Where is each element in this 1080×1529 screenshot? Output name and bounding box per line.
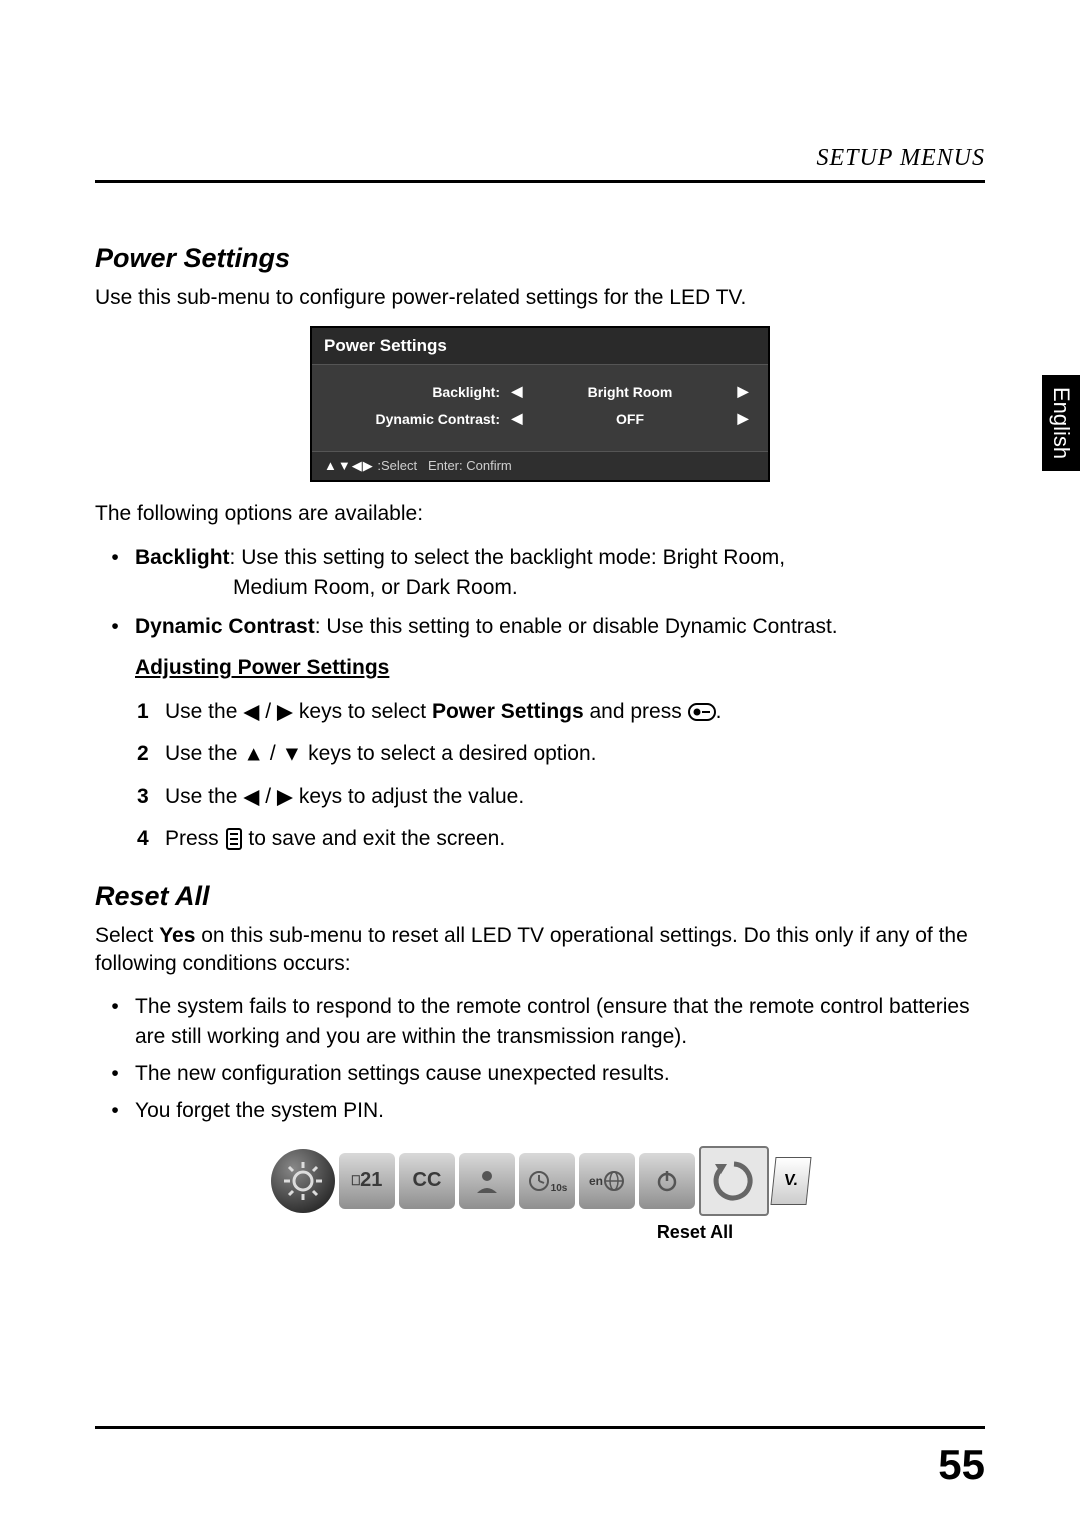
- adjust-heading: Adjusting Power Settings: [135, 656, 985, 680]
- age-label: 21: [360, 1169, 382, 1192]
- page-header: SETUP MENUS: [95, 145, 985, 172]
- cond-3: You forget the system PIN.: [135, 1096, 985, 1125]
- osd-row-contrast[interactable]: Dynamic Contrast: ◀ OFF ▶: [328, 410, 752, 427]
- step3-a: Use the: [165, 785, 243, 808]
- step-num-3: 3: [137, 779, 165, 815]
- opt-contrast-name: Dynamic Contrast: [135, 615, 315, 638]
- cond-1: The system fails to respond to the remot…: [135, 992, 985, 1051]
- left-arrow-icon: ◀: [243, 701, 259, 724]
- left-arrow-icon[interactable]: ◀: [508, 410, 526, 427]
- lang-label: en: [589, 1174, 603, 1188]
- page-number: 55: [938, 1441, 985, 1489]
- step2-a: Use the: [165, 742, 243, 765]
- right-arrow-icon: ▶: [277, 701, 293, 724]
- step-num-2: 2: [137, 736, 165, 772]
- step-num-4: 4: [137, 821, 165, 857]
- setup-iconbar: ⎕21 CC 10s en V. Reset All: [220, 1146, 860, 1243]
- opt-backlight-name: Backlight: [135, 546, 230, 569]
- down-arrow-icon: ▼: [282, 743, 303, 766]
- osd-footer-confirm: Enter: Confirm: [428, 458, 512, 473]
- power-osd-panel: Power Settings Backlight: ◀ Bright Room …: [310, 326, 770, 482]
- power-settings-heading: Power Settings: [95, 243, 985, 274]
- osd-footer: ▲▼◀▶ :Select Enter: Confirm: [312, 451, 768, 480]
- reset-intro-2: on this sub-menu to reset all LED TV ope…: [95, 924, 968, 975]
- osd-backlight-label: Backlight:: [328, 384, 508, 400]
- reset-caption: Reset All: [220, 1222, 860, 1243]
- options-list: • Backlight: Use this setting to select …: [95, 543, 985, 642]
- opt-contrast-desc: : Use this setting to enable or disable …: [315, 615, 838, 638]
- step4-b: to save and exit the screen.: [248, 827, 505, 850]
- right-arrow-icon[interactable]: ▶: [734, 410, 752, 427]
- reset-intro-1: Select: [95, 924, 159, 947]
- power-intro: Use this sub-menu to configure power-rel…: [95, 284, 985, 312]
- language-tab: English: [1042, 375, 1080, 471]
- power-icon[interactable]: [639, 1153, 695, 1209]
- bullet-icon: •: [95, 612, 135, 642]
- bullet-icon: •: [95, 1059, 135, 1088]
- step1-a: Use the: [165, 700, 243, 723]
- divider-bottom: [95, 1426, 985, 1429]
- language-icon[interactable]: en: [579, 1153, 635, 1209]
- step4-a: Press: [165, 827, 225, 850]
- osd-contrast-label: Dynamic Contrast:: [328, 411, 508, 427]
- steps-list: 1 Use the ◀ / ▶ keys to select Power Set…: [137, 694, 985, 857]
- step1-b: keys to select: [299, 700, 432, 723]
- cond-2: The new configuration settings cause une…: [135, 1059, 985, 1088]
- osd-backlight-value: Bright Room: [526, 384, 734, 400]
- reset-heading: Reset All: [95, 881, 985, 912]
- reset-intro: Select Yes on this sub-menu to reset all…: [95, 922, 985, 979]
- v-icon[interactable]: V.: [770, 1157, 811, 1205]
- cc-icon[interactable]: CC: [399, 1153, 455, 1209]
- osd-contrast-value: OFF: [526, 411, 734, 427]
- step-num-1: 1: [137, 694, 165, 730]
- step1-c: Power Settings: [432, 700, 584, 723]
- opt-backlight-desc: : Use this setting to select the backlig…: [230, 546, 786, 569]
- osd-title: Power Settings: [312, 328, 768, 365]
- left-arrow-icon: ◀: [243, 785, 259, 808]
- step3-b: keys to adjust the value.: [299, 785, 524, 808]
- step2-b: keys to select a desired option.: [308, 742, 596, 765]
- age-rating-icon[interactable]: ⎕21: [339, 1153, 395, 1209]
- nav-arrows-icon: ▲▼◀▶: [324, 458, 374, 473]
- menu-icon: [225, 828, 243, 850]
- opt-backlight-desc2: Medium Room, or Dark Room.: [135, 573, 985, 603]
- clock-icon[interactable]: 10s: [519, 1153, 575, 1209]
- reset-icon[interactable]: [699, 1146, 769, 1216]
- step1-d: and press: [584, 700, 688, 723]
- reset-intro-yes: Yes: [159, 924, 195, 947]
- gear-icon[interactable]: [271, 1149, 335, 1213]
- divider-top: [95, 180, 985, 183]
- bullet-icon: •: [95, 992, 135, 1051]
- right-arrow-icon[interactable]: ▶: [734, 383, 752, 400]
- options-intro: The following options are available:: [95, 500, 985, 528]
- reset-conditions: •The system fails to respond to the remo…: [95, 992, 985, 1126]
- right-arrow-icon: ▶: [277, 785, 293, 808]
- enter-icon: [688, 703, 716, 721]
- bullet-icon: •: [95, 543, 135, 604]
- bullet-icon: •: [95, 1096, 135, 1125]
- step1-e: .: [716, 700, 722, 723]
- left-arrow-icon[interactable]: ◀: [508, 383, 526, 400]
- person-icon[interactable]: [459, 1153, 515, 1209]
- osd-row-backlight[interactable]: Backlight: ◀ Bright Room ▶: [328, 383, 752, 400]
- osd-footer-select: :Select: [374, 458, 417, 473]
- up-arrow-icon: ▲: [243, 743, 264, 766]
- clock-label: 10s: [551, 1183, 568, 1194]
